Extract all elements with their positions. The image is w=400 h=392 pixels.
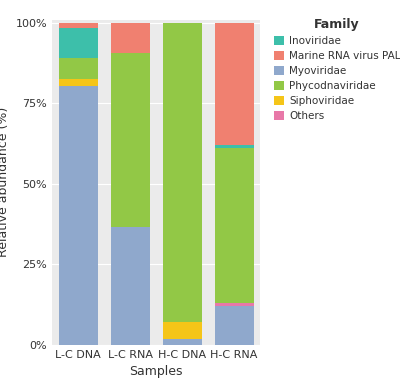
Bar xyxy=(58,23,98,28)
Bar xyxy=(214,303,254,306)
X-axis label: Samples: Samples xyxy=(129,365,183,378)
Bar xyxy=(110,23,150,53)
Bar xyxy=(58,58,98,79)
Bar xyxy=(162,322,202,339)
Bar xyxy=(58,28,98,58)
Bar xyxy=(58,79,98,85)
Bar xyxy=(214,23,254,145)
Bar xyxy=(110,227,150,345)
Bar xyxy=(214,306,254,345)
Bar xyxy=(110,53,150,227)
Legend: Inoviridae, Marine RNA virus PAL, Myoviridae, Phycodnaviridae, Siphoviridae, Oth: Inoviridae, Marine RNA virus PAL, Myovir… xyxy=(274,18,400,121)
Bar xyxy=(162,339,202,345)
Bar xyxy=(58,85,98,345)
Bar xyxy=(214,149,254,303)
Bar xyxy=(214,145,254,149)
Bar xyxy=(162,23,202,322)
Y-axis label: Relative abundance (%): Relative abundance (%) xyxy=(0,107,10,258)
